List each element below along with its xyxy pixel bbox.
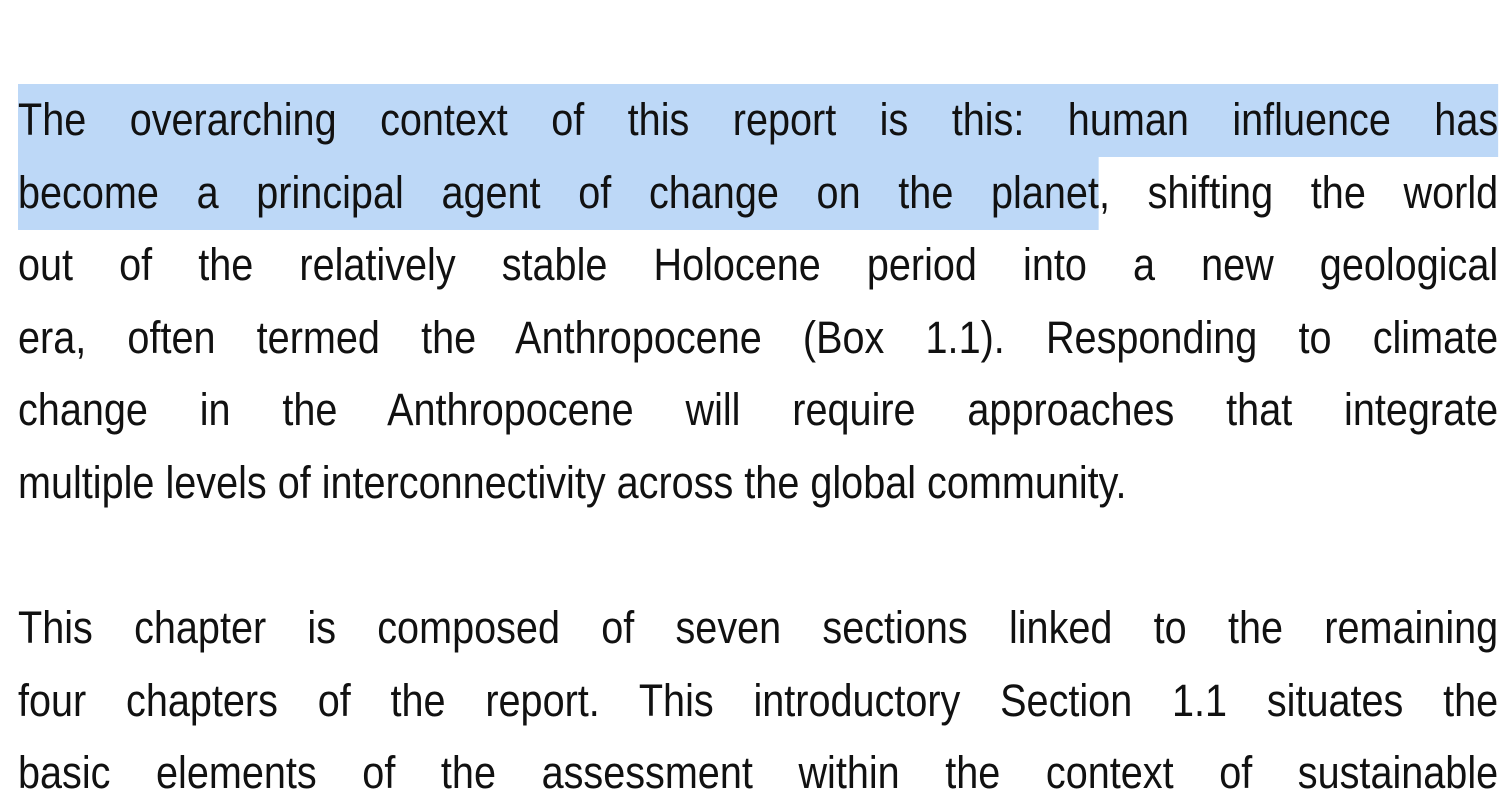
paragraph: The overarching context of this report i… (18, 84, 1498, 520)
text-line: four chapters of the report. This introd… (18, 665, 1498, 738)
text-segment: basic elements of the assessment within … (18, 747, 1499, 799)
text-segment: , shifting the world (1098, 166, 1499, 218)
text-line: era, often termed the Anthropocene (Box … (18, 302, 1498, 375)
text-segment: out of the relatively stable Holocene pe… (18, 239, 1499, 291)
text-line: This chapter is composed of seven sectio… (18, 592, 1498, 665)
text-line: out of the relatively stable Holocene pe… (18, 229, 1498, 302)
text-line: change in the Anthropocene will require … (18, 374, 1498, 447)
text-segment: era, often termed the Anthropocene (Box … (18, 311, 1499, 363)
page: {"paragraphs": [ {"lines": [ {"highlight… (18, 84, 1499, 799)
text-segment: four chapters of the report. This introd… (18, 674, 1499, 726)
text-segment: multiple levels of interconnectivity acr… (18, 456, 1127, 508)
text-line: become a principal agent of change on th… (18, 156, 1499, 230)
paragraph: This chapter is composed of seven sectio… (18, 592, 1498, 810)
highlighted-text: The overarching context of this report i… (18, 84, 1499, 157)
text-line: The overarching context of this report i… (18, 84, 1499, 157)
highlighted-text: become a principal agent of change on th… (18, 156, 1099, 230)
text-segment: change in the Anthropocene will require … (18, 384, 1499, 436)
text-segment: This chapter is composed of seven sectio… (18, 602, 1499, 654)
document-body: The overarching context of this report i… (18, 84, 1498, 810)
text-line: basic elements of the assessment within … (18, 737, 1498, 810)
text-line: multiple levels of interconnectivity acr… (18, 447, 1498, 520)
